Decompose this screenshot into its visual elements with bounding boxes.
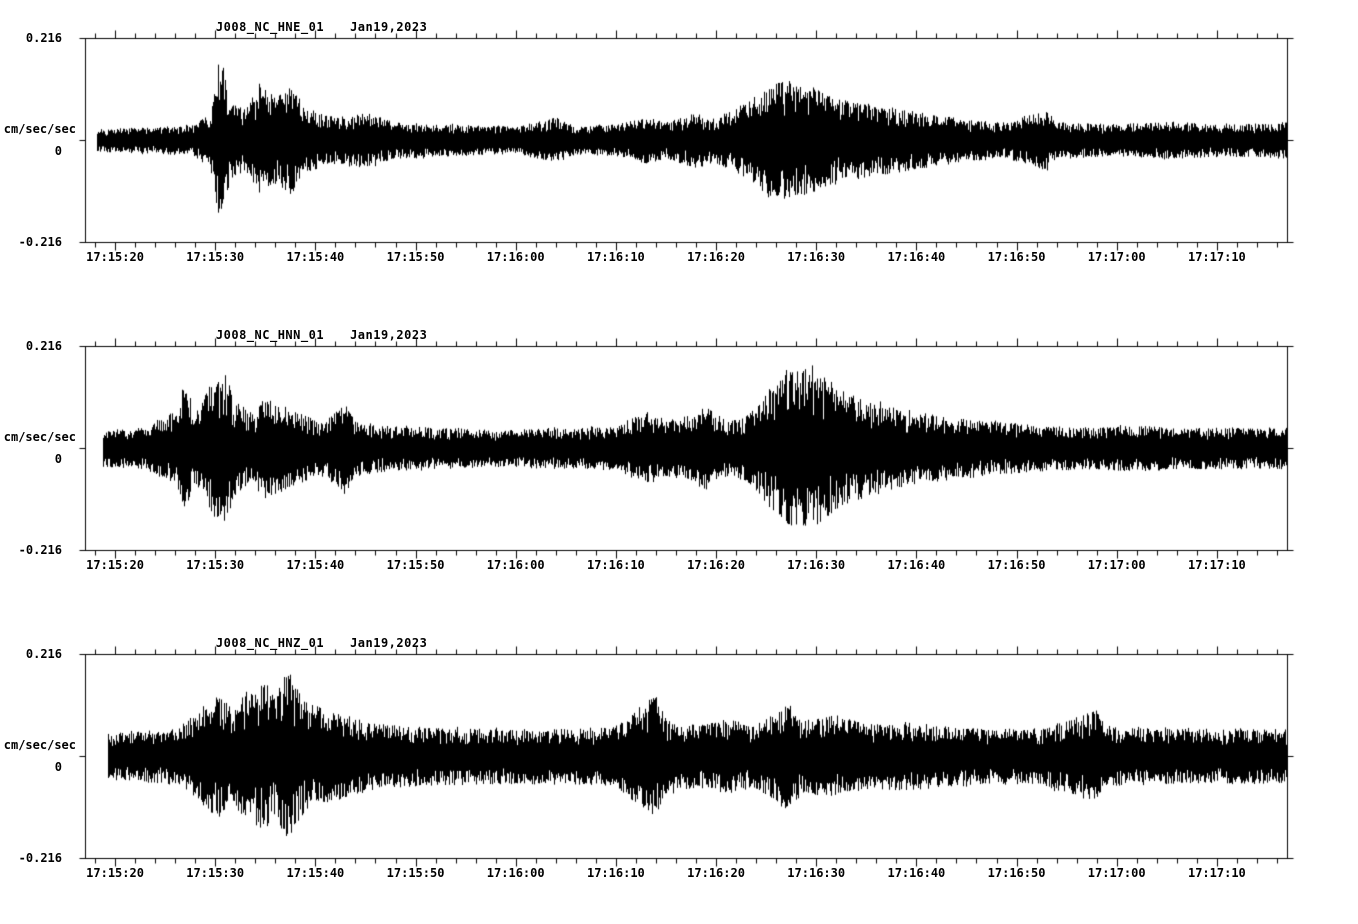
x-tick-label: 17:16:00: [486, 250, 545, 264]
waveform-plot-hne: [0, 28, 1300, 252]
x-tick-label: 17:15:30: [186, 866, 245, 880]
x-tick-label: 17:17:00: [1087, 558, 1146, 572]
x-tick-label: 17:17:10: [1187, 558, 1246, 572]
x-tick-label: 17:16:20: [687, 558, 745, 572]
x-tick-label: 17:15:20: [86, 558, 144, 572]
x-tick-label: 17:16:10: [586, 866, 645, 880]
x-tick-label: 17:17:10: [1187, 866, 1246, 880]
x-tick-label: 17:16:40: [887, 558, 946, 572]
x-tick-label: 17:16:10: [586, 250, 645, 264]
x-tick-label: 17:17:10: [1187, 250, 1246, 264]
x-tick-label: 17:15:30: [186, 558, 245, 572]
x-tick-label: 17:16:40: [887, 866, 946, 880]
x-tick-label: 17:16:40: [887, 250, 946, 264]
x-tick-label: 17:15:50: [386, 558, 445, 572]
x-tick-label: 17:16:30: [787, 250, 846, 264]
waveform-plot-hnz: [0, 644, 1300, 868]
x-tick-label: 17:16:50: [987, 866, 1046, 880]
x-tick-label: 17:15:40: [286, 558, 345, 572]
x-tick-label: 17:15:30: [186, 250, 245, 264]
x-tick-label: 17:15:50: [386, 250, 445, 264]
x-tick-label: 17:16:00: [486, 558, 545, 572]
x-tick-label: 17:16:50: [987, 250, 1046, 264]
x-tick-label: 17:16:30: [787, 866, 846, 880]
x-tick-label: 17:15:50: [386, 866, 445, 880]
x-tick-label: 17:17:00: [1087, 250, 1146, 264]
x-tick-label: 17:15:40: [286, 250, 345, 264]
x-tick-label: 17:15:20: [86, 250, 144, 264]
x-tick-label: 17:16:00: [486, 866, 545, 880]
x-tick-label: 17:16:30: [787, 558, 846, 572]
x-tick-label: 17:15:40: [286, 866, 345, 880]
waveform-plot-hnn: [0, 336, 1300, 560]
x-tick-label: 17:16:20: [687, 866, 745, 880]
x-tick-label: 17:16:20: [687, 250, 745, 264]
x-tick-label: 17:17:00: [1087, 866, 1146, 880]
x-tick-label: 17:15:20: [86, 866, 144, 880]
x-tick-label: 17:16:50: [987, 558, 1046, 572]
x-tick-label: 17:16:10: [586, 558, 645, 572]
